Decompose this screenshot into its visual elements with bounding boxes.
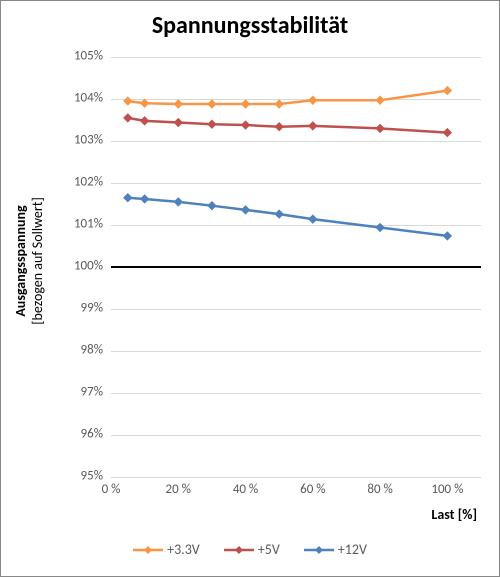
x-tick-label: 20 % [166, 482, 191, 497]
legend: +3.3V +5V +12V [1, 541, 499, 558]
chart-frame: Spannungsstabilität Ausgangsspannung [be… [0, 0, 500, 577]
series-svg [111, 57, 481, 477]
legend-swatch-icon [133, 543, 163, 557]
series-marker-s_5v [174, 119, 182, 127]
y-tick-label: 104% [63, 91, 103, 106]
legend-label: +5V [258, 541, 280, 558]
series-marker-s_12v [275, 210, 283, 218]
series-marker-s_12v [208, 202, 216, 210]
y-axis-label-line2: [bezogen auf Sollwert] [29, 197, 46, 325]
legend-item-s_33v: +3.3V [133, 541, 200, 558]
series-marker-s_12v [443, 232, 451, 240]
chart-title: Spannungsstabilität [1, 11, 499, 40]
series-marker-s_33v [174, 100, 182, 108]
series-marker-s_12v [376, 224, 384, 232]
series-marker-s_5v [443, 129, 451, 137]
y-tick-label: 103% [63, 133, 103, 148]
legend-item-s_5v: +5V [224, 541, 280, 558]
legend-item-s_12v: +12V [304, 541, 367, 558]
x-tick-label: 40 % [233, 482, 258, 497]
series-marker-s_5v [208, 120, 216, 128]
legend-label: +12V [338, 541, 367, 558]
x-tick-label: 80 % [367, 482, 392, 497]
series-marker-s_12v [309, 215, 317, 223]
y-tick-label: 102% [63, 175, 103, 190]
series-marker-s_12v [124, 194, 132, 202]
series-marker-s_12v [141, 195, 149, 203]
legend-swatch-icon [304, 543, 334, 557]
series-marker-s_33v [275, 100, 283, 108]
series-line-s_5v [128, 118, 448, 133]
series-marker-s_12v [242, 206, 250, 214]
y-tick-label: 96% [63, 427, 103, 442]
series-marker-s_5v [275, 123, 283, 131]
y-axis-label-line1: Ausgangsspannung [12, 197, 29, 325]
series-marker-s_33v [141, 99, 149, 107]
x-tick-label: 60 % [300, 482, 325, 497]
y-tick-label: 97% [63, 385, 103, 400]
y-tick-label: 101% [63, 217, 103, 232]
series-marker-s_5v [141, 117, 149, 125]
series-marker-s_33v [376, 96, 384, 104]
y-tick-label: 100% [63, 259, 103, 274]
series-marker-s_5v [242, 121, 250, 129]
series-marker-s_33v [309, 96, 317, 104]
gridline [111, 477, 481, 478]
legend-label: +3.3V [167, 541, 200, 558]
series-marker-s_12v [174, 198, 182, 206]
y-tick-label: 105% [63, 49, 103, 64]
series-marker-s_33v [124, 97, 132, 105]
y-axis-label: Ausgangsspannung [bezogen auf Sollwert] [12, 197, 46, 325]
plot-area [111, 56, 481, 478]
y-tick-label: 99% [63, 301, 103, 316]
legend-swatch-icon [224, 543, 254, 557]
x-tick-label: 100 % [431, 482, 463, 497]
x-axis-label: Last [%] [431, 506, 477, 523]
y-tick-label: 95% [63, 469, 103, 484]
series-marker-s_33v [443, 87, 451, 95]
series-marker-s_5v [309, 122, 317, 130]
series-marker-s_33v [208, 100, 216, 108]
x-tick-label: 0 % [102, 482, 121, 497]
series-marker-s_33v [242, 100, 250, 108]
series-marker-s_5v [376, 124, 384, 132]
y-tick-label: 98% [63, 343, 103, 358]
series-marker-s_5v [124, 114, 132, 122]
